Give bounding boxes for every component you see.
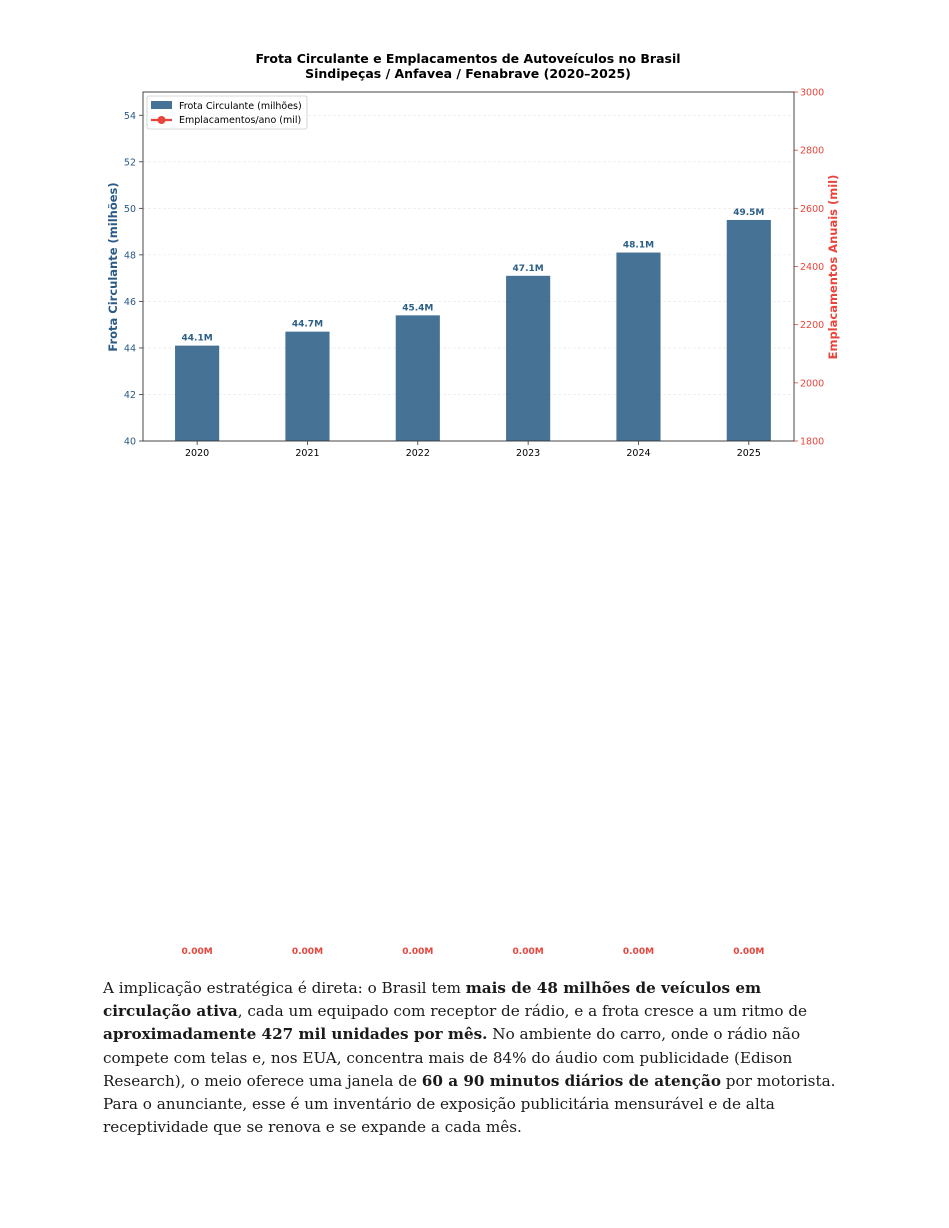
paragraph-emphasis: 60 a 90 minutos diários de atenção — [421, 1071, 721, 1090]
line-value-label: 0.00M — [402, 947, 433, 957]
x-tick-label: 2024 — [626, 448, 650, 459]
right-axis-label: Emplacamentos Anuais (mil) — [826, 175, 840, 360]
bar-value-label: 49.5M — [733, 208, 764, 218]
bar-series — [175, 219, 771, 441]
paragraph-text: A implicação estratégica é direta: o Bra… — [103, 979, 466, 997]
line-value-label: 0.00M — [623, 947, 654, 957]
legend-line-label: Emplacamentos/ano (mil) — [179, 115, 301, 126]
bar-labels: 44.1M 44.7M 45.4M 47.1M 48.1M 49.5M — [182, 208, 765, 344]
body-paragraph: A implicação estratégica é direta: o Bra… — [103, 977, 848, 1139]
bar — [616, 252, 661, 441]
bar-value-label: 44.1M — [182, 334, 213, 344]
bar-value-label: 48.1M — [623, 241, 654, 251]
gridlines — [143, 114, 794, 442]
chart-subtitle: Sindipeças / Anfavea / Fenabrave (2020–2… — [305, 66, 631, 81]
left-tick-label: 40 — [124, 437, 136, 448]
left-tick-label: 42 — [124, 390, 136, 401]
line-value-label: 0.00M — [513, 947, 544, 957]
paragraph-emphasis: mais de 48 milhões de veículos em circul… — [103, 979, 762, 1021]
right-tick-label: 2600 — [800, 204, 824, 215]
x-tick-label: 2025 — [737, 448, 761, 459]
x-tick-label: 2020 — [185, 448, 209, 459]
paragraph-emphasis: aproximadamente 427 mil unidades por mês… — [103, 1025, 488, 1044]
bar-value-label: 47.1M — [513, 264, 544, 274]
left-tick-label: 48 — [124, 250, 136, 261]
bar-value-label: 44.7M — [292, 320, 323, 330]
line-value-label: 0.00M — [182, 947, 213, 957]
paragraph-text: , cada um equipado com receptor de rádio… — [237, 1002, 808, 1021]
line-series-labels: 0.00M 0.00M 0.00M 0.00M 0.00M 0.00M — [182, 947, 765, 957]
legend-box — [146, 95, 308, 130]
left-axis: 40 42 44 46 48 50 52 54 — [124, 111, 143, 448]
left-tick-label: 44 — [124, 343, 136, 354]
left-tick-label: 54 — [124, 111, 136, 122]
legend-bar-label: Frota Circulante (milhões) — [179, 101, 302, 112]
bar — [175, 345, 220, 441]
x-tick-label: 2021 — [295, 448, 319, 459]
bar — [506, 275, 551, 441]
x-tick-label: 2023 — [516, 448, 540, 459]
x-axis: 2020 2021 2022 2023 2024 2025 — [185, 441, 761, 459]
left-tick-label: 50 — [124, 204, 136, 215]
right-tick-label: 2200 — [800, 320, 824, 331]
left-axis-label: Frota Circulante (milhões) — [106, 182, 120, 351]
legend: Frota Circulante (milhões) Emplacamentos… — [146, 95, 308, 130]
right-tick-label: 2800 — [800, 146, 824, 157]
right-tick-label: 2400 — [800, 262, 824, 273]
line-value-label: 0.00M — [292, 947, 323, 957]
right-tick-label: 1800 — [800, 437, 824, 448]
bar — [395, 315, 440, 441]
line-value-label: 0.00M — [733, 947, 764, 957]
chart-title: Frota Circulante e Emplacamentos de Auto… — [255, 51, 680, 66]
left-tick-label: 52 — [124, 157, 136, 168]
right-tick-label: 2000 — [800, 378, 824, 389]
legend-line-marker — [157, 116, 166, 124]
chart: Frota Circulante e Emplacamentos de Auto… — [106, 51, 840, 957]
x-tick-label: 2022 — [406, 448, 430, 459]
paragraph-text: No ambiente do carro, onde o rádio não c… — [103, 1025, 801, 1090]
paragraph-text: por motorista. Para o anunciante, esse é… — [103, 1071, 836, 1137]
legend-bar-swatch — [151, 101, 172, 109]
right-axis: 1800 2000 2200 2400 2600 2800 3000 — [794, 88, 824, 448]
plot-frame — [142, 91, 795, 442]
right-tick-label: 3000 — [800, 88, 824, 99]
bar — [726, 219, 771, 441]
bar — [285, 331, 330, 441]
left-tick-label: 46 — [124, 297, 136, 308]
bar-value-label: 45.4M — [402, 303, 433, 313]
